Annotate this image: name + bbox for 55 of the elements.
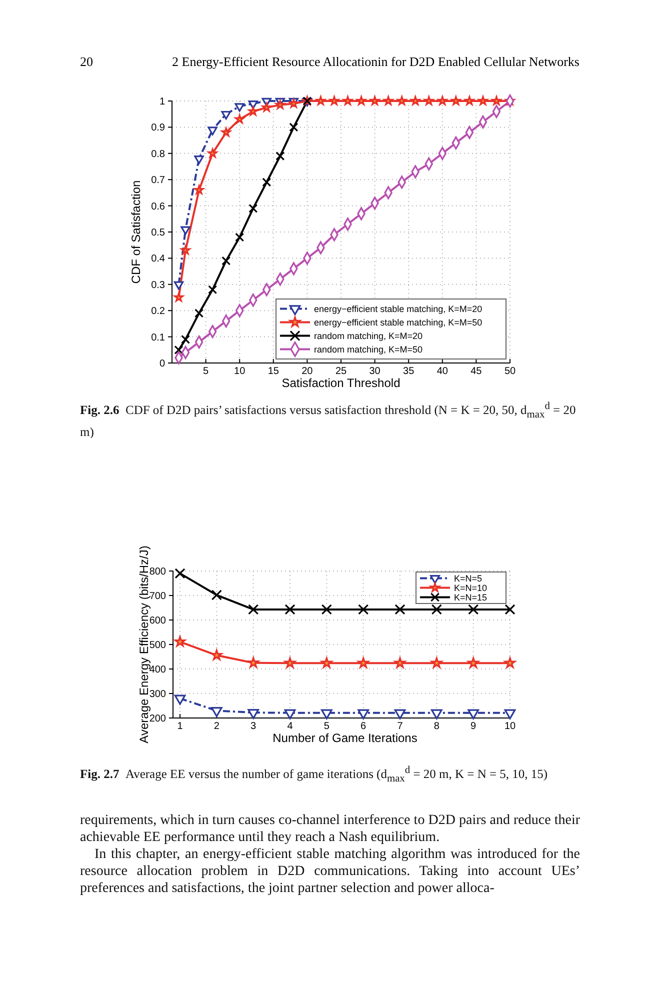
y-tick-label: 1 (159, 96, 166, 108)
y-tick-label: 0 (159, 358, 166, 370)
text: Fig. 2.6 CDF of D2D pairs’ satisfactions versus satisfaction threshold (N = K = 20, 50, d$_{max}$$^{d}$ = 20 m) (80, 401, 576, 439)
y-tick-label: 0.9 (151, 122, 166, 134)
y-tick-label: 600 (149, 616, 166, 626)
text: In this chapter, an energy-efficient stable matching algorithm was introduced for the resource allocation problem in D2D communications. Taking into account UEs’ preferences and satisfactions, the joint partner selection and power alloca- (80, 846, 580, 897)
x-tick-label: 45 (470, 366, 482, 377)
x-tick-label: 10 (234, 366, 246, 377)
y-tick-label: 0.4 (151, 254, 166, 265)
y-tick-label: 500 (149, 640, 166, 651)
y-tick-label: 0.7 (151, 175, 166, 186)
x-tick-label: 40 (436, 366, 448, 377)
x-tick-label: 5 (324, 721, 330, 732)
x-tick-label: 50 (504, 366, 516, 377)
y-axis-title: Average Energy Efficiency (bits/Hz/J) (137, 546, 151, 744)
x-tick-label: 2 (214, 721, 220, 732)
x-tick-label: 15 (268, 366, 280, 377)
x-tick-label: 9 (470, 721, 477, 732)
x-tick-label: 6 (360, 721, 367, 732)
y-tick-label: 700 (149, 591, 166, 602)
x-tick-label: 4 (287, 721, 294, 732)
x-tick-label: 20 (302, 366, 314, 377)
y-tick-label: 0.6 (151, 201, 166, 212)
y-tick-label: 800 (149, 566, 166, 578)
x-axis-title: Number of Game Iterations (272, 731, 418, 745)
legend-label: K=N=10 (454, 582, 488, 593)
text: requirements, which in turn causes co-channel interference to D2D pairs and reduce their achievable EE performance until they reach a Nash equilibrium. (80, 812, 580, 846)
y-tick-label: 0.5 (151, 228, 166, 238)
y-tick-label: 0.1 (151, 332, 166, 344)
x-tick-label: 7 (397, 721, 404, 732)
x-tick-label: 5 (203, 366, 210, 377)
x-tick-label: 35 (403, 366, 415, 377)
y-tick-label: 0.2 (151, 306, 166, 318)
x-axis-title: Satisfaction Threshold (282, 376, 400, 390)
y-tick-label: 0.8 (151, 148, 166, 160)
text: 2 Energy-Efficient Resource Allocationin for D2D Enabled Cellular Networks (172, 54, 580, 69)
legend-label: random matching, K=M=20 (314, 330, 423, 341)
y-tick-label: 200 (149, 714, 166, 724)
y-tick-label: 0.3 (151, 280, 166, 291)
x-tick-label: 25 (335, 366, 347, 377)
text: 20 (80, 54, 93, 69)
caption: Fig. 2.7 Average EE versus the number of game iterations (d$_{max}$$^{d}$ = 20 m, K = N = 5, 10, 15) (80, 764, 549, 787)
legend-label: energy−efficient stable matching, K=M=50 (314, 317, 482, 328)
legend-label: energy−efficient stable matching, K=M=20 (314, 304, 482, 314)
x-tick-label: 10 (504, 721, 516, 732)
y-tick-label: 300 (149, 689, 166, 700)
x-tick-label: 3 (250, 721, 257, 732)
legend-label: K=N=5 (454, 573, 482, 584)
y-tick-label: 400 (149, 664, 166, 676)
x-tick-label: 1 (177, 721, 184, 732)
y-axis-title: CDF of Satisfaction (129, 180, 143, 284)
x-tick-label: 8 (434, 721, 440, 732)
legend-label: K=N=15 (454, 592, 488, 602)
legend-label: random matching, K=M=50 (314, 344, 423, 354)
x-tick-label: 30 (369, 366, 381, 377)
